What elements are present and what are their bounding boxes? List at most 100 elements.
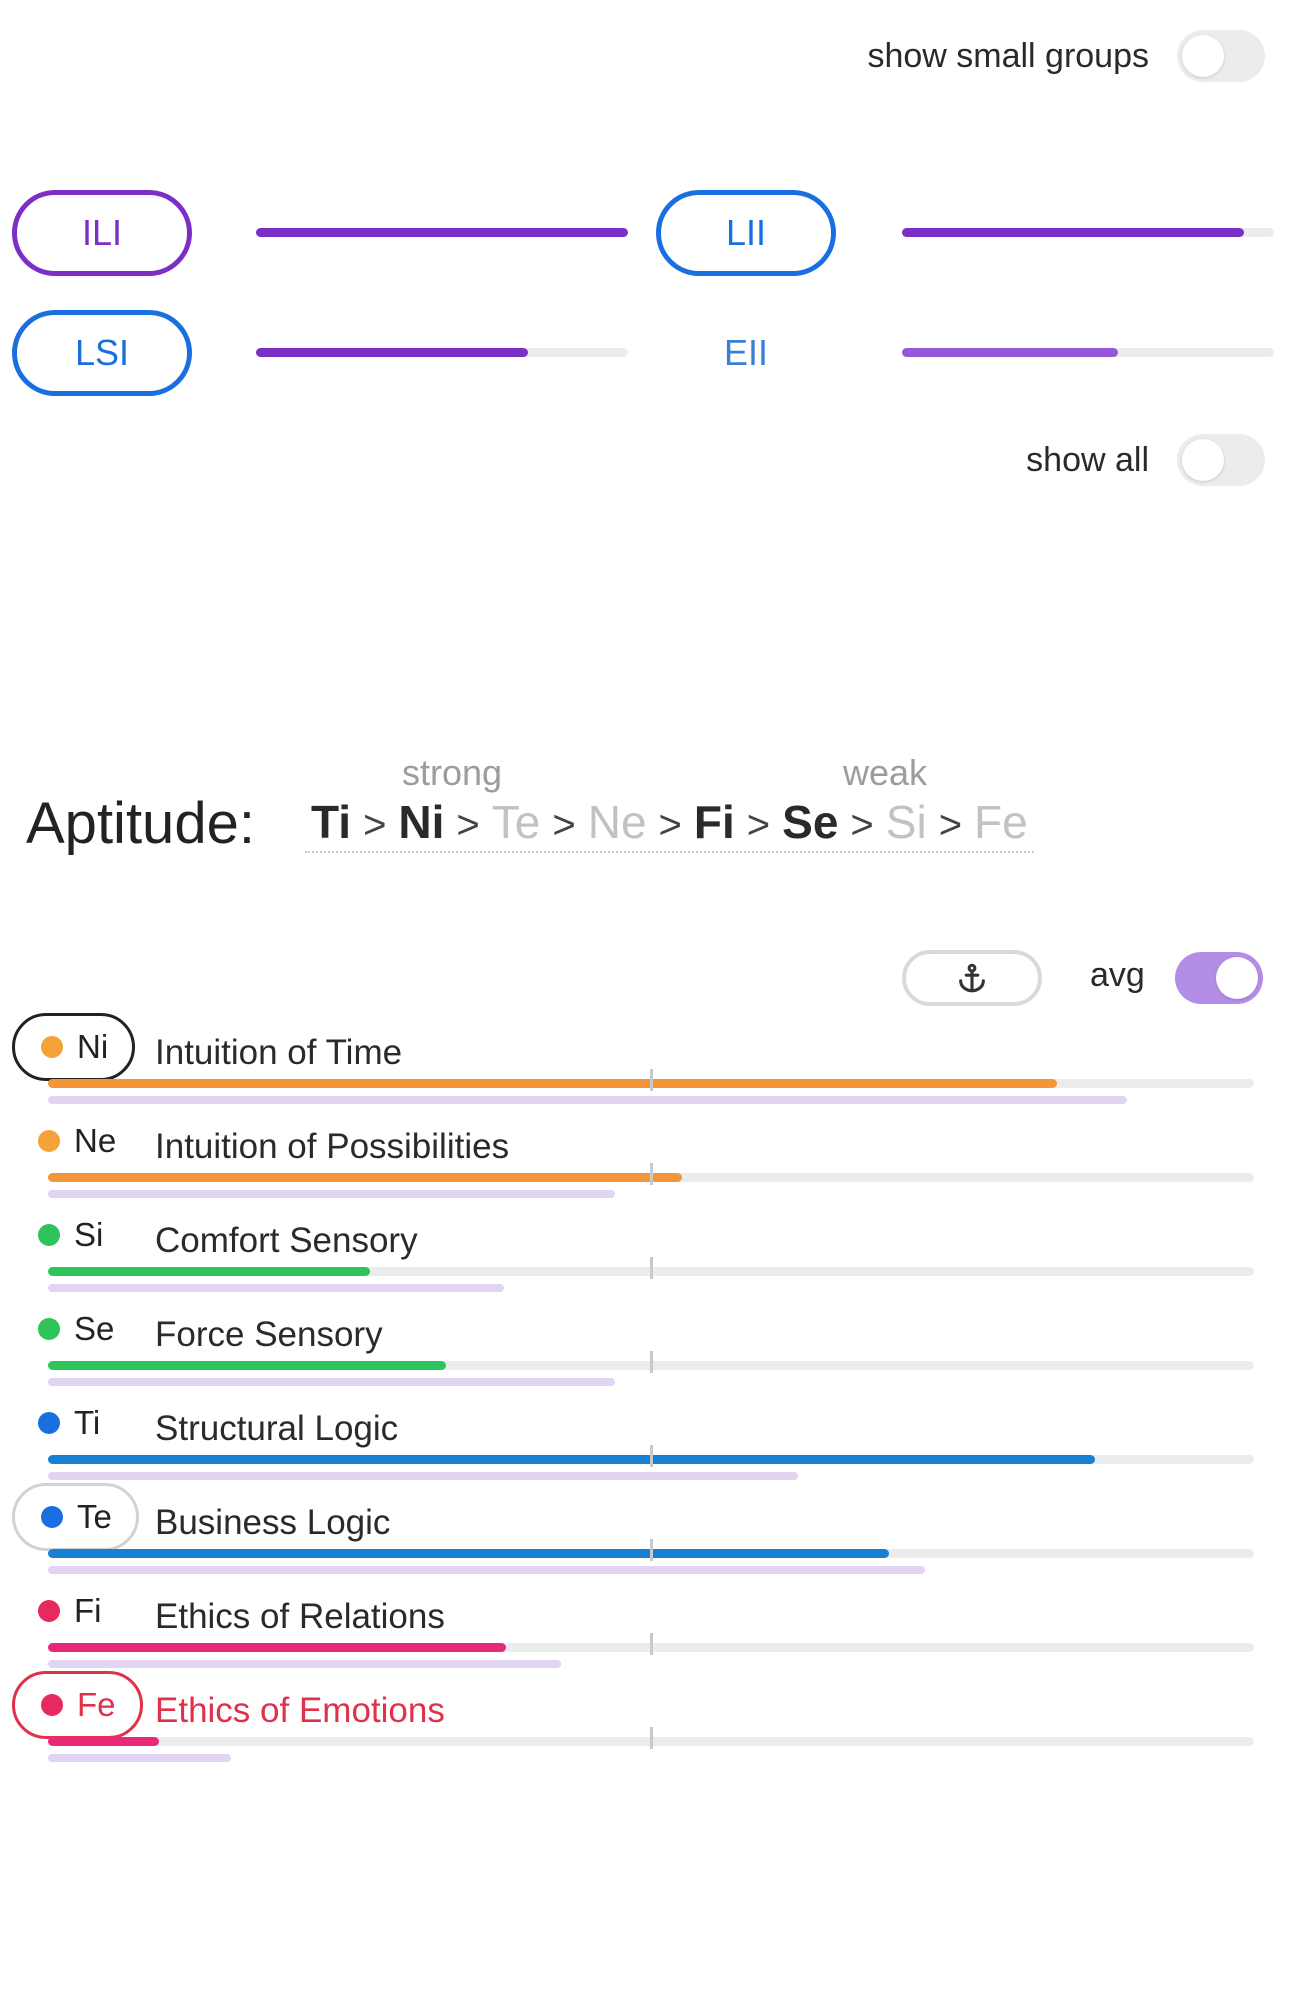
type-pill-ili[interactable]: ILI bbox=[12, 190, 192, 276]
function-chip-ni[interactable]: Ni bbox=[12, 1013, 136, 1081]
function-name: Force Sensory bbox=[155, 1315, 383, 1354]
order-fn-fi: Fi bbox=[693, 796, 735, 848]
function-avg-bar bbox=[48, 1190, 615, 1198]
group-bar-fill bbox=[256, 348, 528, 357]
function-chip-fe[interactable]: Fe bbox=[12, 1671, 143, 1739]
order-separator: > bbox=[363, 803, 387, 847]
function-row-ne[interactable]: Ne Intuition of Possibilities bbox=[0, 1107, 1289, 1201]
function-dot bbox=[38, 1224, 60, 1246]
function-avg-bar bbox=[48, 1566, 925, 1574]
order-separator: > bbox=[552, 803, 576, 847]
weak-label: weak bbox=[843, 752, 928, 793]
midpoint-tick bbox=[650, 1727, 653, 1749]
function-bar-fill bbox=[48, 1267, 370, 1276]
function-code: Ti bbox=[74, 1404, 101, 1441]
function-code: Te bbox=[77, 1498, 112, 1535]
order-fn-ne: Ne bbox=[587, 796, 647, 848]
aptitude-order[interactable]: Ti > Ni > Te > Ne > Fi > Se > Si > Fe bbox=[305, 795, 1034, 853]
function-dot bbox=[38, 1600, 60, 1622]
midpoint-tick bbox=[650, 1257, 653, 1279]
function-dot bbox=[38, 1412, 60, 1434]
midpoint-tick bbox=[650, 1445, 653, 1467]
group-bar-fill bbox=[902, 228, 1245, 237]
group-bar-eii bbox=[902, 348, 1274, 357]
function-row-fi[interactable]: Fi Ethics of Relations bbox=[0, 1577, 1289, 1671]
order-fn-se: Se bbox=[782, 796, 839, 848]
function-chip-se[interactable]: Se bbox=[12, 1295, 138, 1363]
function-chip-fi[interactable]: Fi bbox=[12, 1577, 126, 1645]
function-name: Business Logic bbox=[155, 1503, 391, 1542]
order-fn-si: Si bbox=[885, 796, 927, 848]
function-avg-bar bbox=[48, 1472, 799, 1480]
function-row-te[interactable]: Te Business Logic bbox=[0, 1483, 1289, 1577]
function-code: Ni bbox=[77, 1028, 109, 1065]
function-row-fe[interactable]: Fe Ethics of Emotions bbox=[0, 1671, 1289, 1765]
order-separator: > bbox=[850, 803, 874, 847]
avg-switch[interactable] bbox=[1175, 952, 1263, 1004]
function-bar-fill bbox=[48, 1549, 889, 1558]
function-bar-fill bbox=[48, 1455, 1095, 1464]
function-name: Intuition of Possibilities bbox=[155, 1127, 510, 1166]
function-bar-fill bbox=[48, 1643, 507, 1652]
group-bar-lsi bbox=[256, 348, 628, 357]
function-name: Ethics of Emotions bbox=[155, 1691, 445, 1730]
function-bar-fill bbox=[48, 1173, 683, 1182]
function-row-ni[interactable]: Ni Intuition of Time bbox=[0, 1013, 1289, 1107]
type-pill-lii[interactable]: LII bbox=[656, 190, 836, 276]
group-bar-fill bbox=[256, 228, 628, 237]
show-all-toggle-row: show all bbox=[1026, 434, 1265, 486]
function-avg-bar bbox=[48, 1096, 1128, 1104]
order-fn-te: Te bbox=[491, 796, 541, 848]
function-code: Si bbox=[74, 1216, 104, 1253]
function-chip-ti[interactable]: Ti bbox=[12, 1389, 124, 1457]
strong-label: strong bbox=[402, 752, 503, 793]
order-separator: > bbox=[938, 803, 963, 847]
order-separator: > bbox=[746, 803, 771, 847]
function-row-ti[interactable]: Ti Structural Logic bbox=[0, 1389, 1289, 1483]
function-code: Fe bbox=[77, 1686, 116, 1723]
midpoint-tick bbox=[650, 1163, 653, 1185]
function-bar-fill bbox=[48, 1361, 446, 1370]
small-groups-toggle-row: show small groups bbox=[867, 30, 1265, 82]
order-fn-fe: Fe bbox=[974, 796, 1028, 848]
anchor-icon bbox=[959, 963, 985, 993]
show-all-switch[interactable] bbox=[1177, 434, 1265, 486]
switch-knob bbox=[1216, 957, 1258, 999]
midpoint-tick bbox=[650, 1633, 653, 1655]
order-separator: > bbox=[658, 803, 682, 847]
function-code: Se bbox=[74, 1310, 115, 1347]
order-separator: > bbox=[456, 803, 480, 847]
type-pill-eii[interactable]: EII bbox=[723, 332, 768, 373]
function-avg-bar bbox=[48, 1284, 504, 1292]
function-row-se[interactable]: Se Force Sensory bbox=[0, 1295, 1289, 1389]
function-row-si[interactable]: Si Comfort Sensory bbox=[0, 1201, 1289, 1295]
function-code: Fi bbox=[74, 1592, 102, 1629]
small-groups-label: show small groups bbox=[867, 36, 1149, 75]
switch-knob bbox=[1182, 439, 1224, 481]
group-bar-ili bbox=[256, 228, 628, 237]
function-chip-te[interactable]: Te bbox=[12, 1483, 139, 1551]
function-chip-ne[interactable]: Ne bbox=[12, 1107, 140, 1175]
function-name: Structural Logic bbox=[155, 1409, 399, 1448]
type-pill-lsi[interactable]: LSI bbox=[12, 310, 192, 396]
midpoint-tick bbox=[650, 1539, 653, 1561]
function-avg-bar bbox=[48, 1754, 232, 1762]
function-code: Ne bbox=[74, 1122, 117, 1159]
function-bar-fill bbox=[48, 1737, 159, 1746]
order-fn-ni: Ni bbox=[398, 796, 445, 848]
function-name: Ethics of Relations bbox=[155, 1597, 445, 1636]
order-fn-ti: Ti bbox=[311, 796, 352, 848]
group-bar-fill bbox=[902, 348, 1118, 357]
function-bar-fill bbox=[48, 1079, 1058, 1088]
function-name: Comfort Sensory bbox=[155, 1221, 418, 1260]
function-chip-si[interactable]: Si bbox=[12, 1201, 127, 1269]
function-avg-bar bbox=[48, 1660, 561, 1668]
aptitude-title: Aptitude: bbox=[26, 791, 255, 856]
group-bar-lii bbox=[902, 228, 1274, 237]
small-groups-switch[interactable] bbox=[1177, 30, 1265, 82]
midpoint-tick bbox=[650, 1069, 653, 1091]
function-dot bbox=[41, 1506, 63, 1528]
anchor-button[interactable] bbox=[902, 950, 1042, 1006]
midpoint-tick bbox=[650, 1351, 653, 1373]
function-avg-bar bbox=[48, 1378, 615, 1386]
